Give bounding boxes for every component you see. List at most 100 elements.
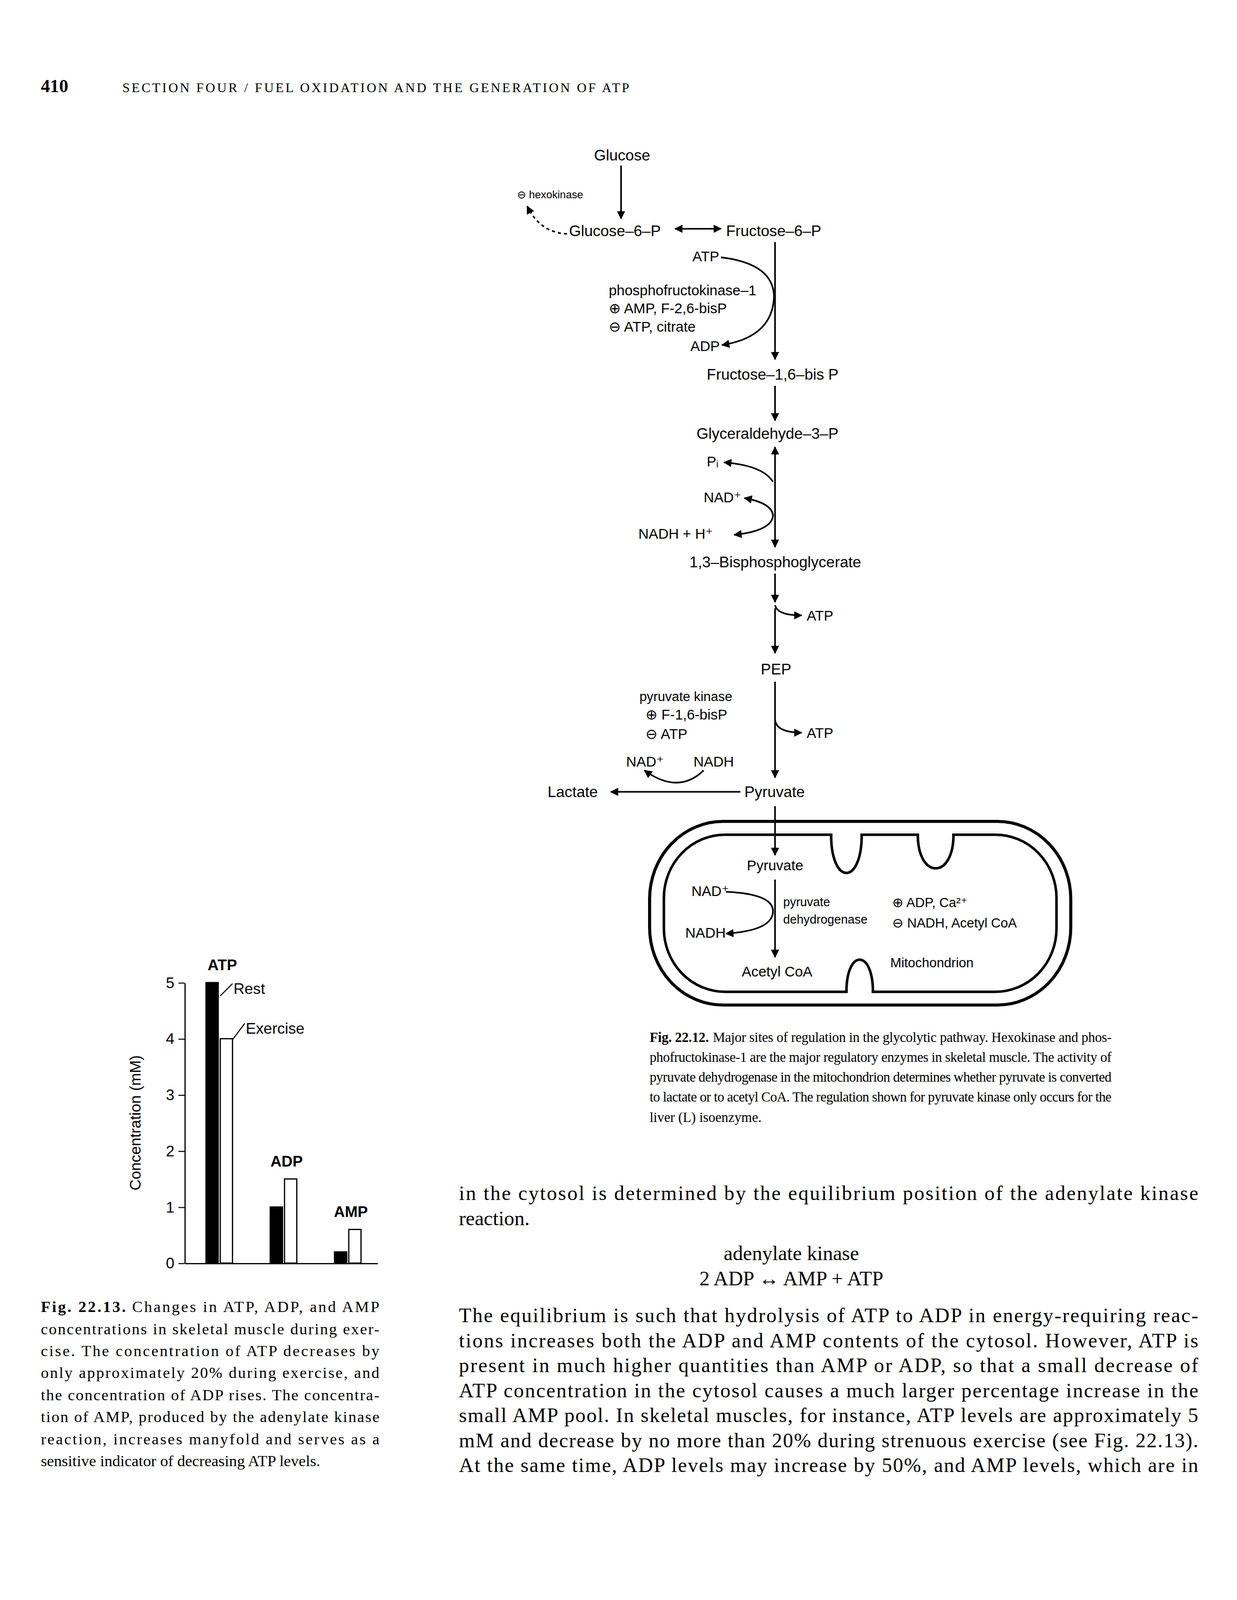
diagram-label: NAD⁺	[626, 753, 665, 770]
body-line: small AMP pool. In skeletal muscles, for…	[459, 1403, 1199, 1427]
caption-line: concentrations in skeletal muscle during…	[40, 1319, 380, 1338]
diagram-label: Fructose–6–P	[726, 222, 822, 240]
series-annotations: RestExercise	[220, 979, 305, 1040]
diagram-label: PEP	[760, 660, 792, 678]
x-axis	[185, 1262, 379, 1264]
diagram-label: NAD⁺	[691, 882, 730, 899]
y-tick: 0	[165, 1253, 185, 1272]
body-line: present in much higher quantities than A…	[459, 1353, 1199, 1377]
caption-line: cise. The concentration of ATP decreases…	[40, 1341, 380, 1360]
caption-line: sensitive indicator of decreasing ATP le…	[40, 1451, 321, 1470]
figure-caption: Fig. 22.12.Major sites of regulation in …	[649, 1029, 1112, 1126]
crista-gap	[832, 831, 861, 838]
y-tick-label: 3	[165, 1085, 175, 1104]
crista	[831, 834, 862, 873]
bar	[348, 1229, 362, 1263]
y-axis: 0 1 2 3 4 5	[165, 973, 186, 1272]
page-number: 410	[40, 75, 69, 96]
diagram-label: pyruvate	[783, 894, 831, 909]
arrow	[724, 462, 774, 482]
diagram-label: Pyruvate	[746, 856, 804, 873]
category-label: ADP	[270, 1152, 303, 1170]
mitochondrion-shape	[649, 821, 1071, 1005]
category-label: AMP	[333, 1202, 368, 1221]
y-tick: 4	[165, 1029, 185, 1047]
y-tick-mark	[178, 1094, 185, 1096]
diagram-label: Pᵢ	[706, 453, 719, 470]
body-line: At the same time, ADP levels may increas…	[459, 1453, 1199, 1476]
caption-text: Changes in ATP, ADP, and AMP	[131, 1297, 380, 1316]
diagram-label: Fructose–1,6–bis P	[706, 365, 839, 383]
inner-membrane	[664, 834, 1057, 992]
arrow	[774, 806, 776, 856]
body-line: ATP concentration in the cytosol causes …	[459, 1379, 1199, 1402]
caption-line: to lactate or to acetyl CoA. The regulat…	[649, 1089, 1112, 1105]
y-tick-mark	[178, 1038, 185, 1040]
body-line: in the cytosol is determined by the equi…	[459, 1181, 1199, 1205]
y-tick: 5	[165, 973, 185, 992]
y-tick-label: 2	[165, 1141, 175, 1160]
y-tick-mark	[178, 1206, 185, 1208]
body-line: reaction.	[459, 1206, 530, 1230]
diagram-label: pyruvate kinase	[639, 688, 733, 704]
arrow	[774, 385, 776, 421]
header: 410SECTION FOUR / FUEL OXIDATION AND THE…	[40, 75, 630, 96]
caption-line: phofructokinase-1 are the major regulato…	[649, 1049, 1112, 1065]
diagram-label: ⊖ ATP, citrate	[608, 318, 696, 335]
diagram-label: ⊕ F-1,6-bisP	[645, 706, 728, 723]
y-axis-line	[184, 983, 187, 1264]
annotation-leader	[232, 1023, 245, 1040]
caption-label: Fig. 22.12.	[649, 1029, 709, 1045]
diagram-label: dehydrogenase	[783, 912, 868, 926]
diagram-label: ADP	[690, 337, 720, 354]
bar	[284, 1178, 297, 1264]
caption-line: liver (L) isoenzyme.	[649, 1109, 762, 1126]
arrow	[774, 879, 776, 957]
diagram-label: ATP	[806, 607, 834, 624]
x-axis-line	[185, 1262, 379, 1265]
diagram-label: NADH	[693, 753, 734, 770]
body-line: The equilibrium is such that hydrolysis …	[459, 1303, 1199, 1327]
arrow	[527, 206, 568, 235]
crista	[917, 834, 954, 869]
body-line: mM and decrease by no more than 20% duri…	[459, 1428, 1199, 1452]
caption-line: Fig. 22.12.Major sites of regulation in …	[649, 1029, 1112, 1045]
caption-text: Major sites of regulation in the glycoly…	[713, 1029, 1112, 1045]
arrow	[774, 573, 776, 603]
diagram-label: ATP	[692, 248, 720, 265]
figure-caption: Fig. 22.13. Changes in ATP, ADP, and AMP c…	[40, 1297, 380, 1470]
y-tick-label: 4	[165, 1029, 175, 1047]
diagram-label: NADH	[685, 924, 726, 941]
caption-line: Fig. 22.13. Changes in ATP, ADP, and AMP	[40, 1297, 380, 1316]
caption-line: only approximately 20% during exercise, …	[40, 1363, 380, 1381]
caption-label: Fig. 22.13.	[40, 1297, 126, 1316]
crista-gap	[847, 988, 872, 995]
arrow	[774, 446, 776, 547]
diagram-label: ⊖ ATP	[645, 725, 688, 742]
bar	[220, 1038, 233, 1263]
bar	[206, 982, 219, 1264]
outer-membrane	[649, 821, 1071, 1005]
arrow	[620, 165, 622, 219]
diagram-label: Pyruvate	[744, 782, 806, 801]
diagram-label: Lactate	[547, 782, 598, 801]
crista	[846, 959, 873, 992]
arrow	[775, 604, 802, 616]
y-axis-title: Concentration (mM)	[126, 1055, 144, 1191]
body-line: tions increases both the ADP and AMP con…	[459, 1329, 1199, 1352]
y-tick-label: 1	[165, 1198, 175, 1216]
y-tick-mark	[178, 982, 185, 984]
caption-line: the concentration of ADP rises. The conc…	[40, 1385, 380, 1404]
y-tick-mark	[178, 1262, 185, 1264]
bar	[334, 1251, 347, 1263]
arrow	[720, 257, 774, 346]
arrow	[644, 770, 704, 783]
diagram-label: ⊖ NADH, Acetyl CoA	[892, 915, 1018, 931]
y-tick: 3	[165, 1085, 185, 1104]
diagram-label: 1,3–Bisphosphoglycerate	[689, 553, 861, 571]
bar	[270, 1206, 283, 1263]
annotation-leader	[220, 983, 233, 996]
diagram-label: ATP	[806, 724, 834, 741]
arrow	[610, 790, 741, 793]
y-tick: 1	[165, 1198, 185, 1216]
